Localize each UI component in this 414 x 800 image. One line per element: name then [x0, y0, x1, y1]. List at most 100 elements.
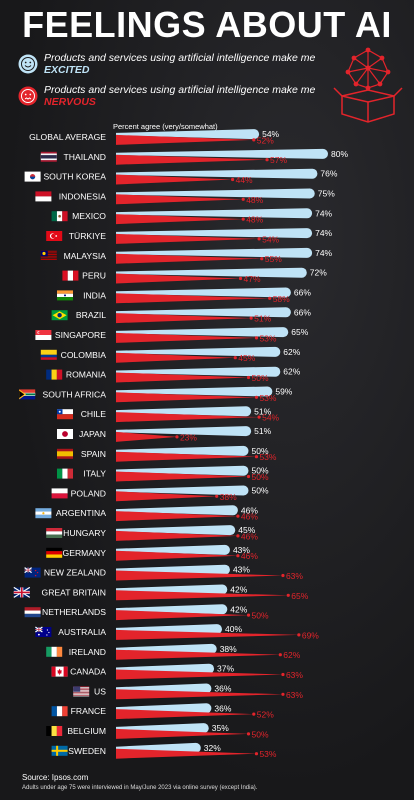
- nervous-marker: [260, 257, 264, 261]
- excited-value-label: 74%: [315, 248, 332, 258]
- excited-value-label: 51%: [254, 406, 271, 416]
- nervous-marker: [278, 653, 282, 657]
- row-label: INDONESIA: [59, 191, 107, 201]
- row-label: MEXICO: [72, 211, 106, 221]
- excited-value-label: 54%: [262, 129, 279, 139]
- excited-value-label: 45%: [238, 525, 255, 535]
- nervous-marker: [252, 712, 256, 716]
- nervous-marker: [268, 296, 272, 300]
- nervous-bar: [116, 332, 257, 343]
- row-label: CHILE: [81, 409, 107, 419]
- malaysia-flag: [40, 250, 57, 260]
- nervous-face-icon: [18, 86, 38, 106]
- brazil-flag: [51, 310, 68, 321]
- nervous-value-label: 50%: [252, 611, 269, 621]
- nervous-marker: [281, 692, 285, 696]
- excited-bar: [116, 247, 313, 258]
- argentina-flag: [35, 508, 52, 519]
- sweden-flag: [51, 745, 68, 756]
- nervous-bar: [116, 431, 177, 442]
- excited-value-label: 42%: [230, 585, 247, 595]
- south-korea-flag: [24, 171, 41, 182]
- row-label: NEW ZEALAND: [44, 568, 106, 578]
- excited-bar: [116, 485, 249, 496]
- row-label: NETHERLANDS: [42, 607, 106, 617]
- excited-bar: [116, 426, 252, 437]
- australia-flag: [35, 626, 52, 637]
- excited-bar: [116, 703, 212, 714]
- romania-flag: [46, 369, 63, 380]
- nervous-value-label: 53%: [259, 393, 276, 403]
- nervous-bar: [116, 649, 281, 660]
- nervous-value-label: 52%: [257, 710, 274, 720]
- nervous-value-label: 45%: [238, 353, 255, 363]
- nervous-bar: [116, 154, 268, 165]
- nervous-value-label: 62%: [283, 650, 300, 660]
- excited-value-label: 37%: [217, 664, 234, 674]
- nervous-bar: [116, 451, 257, 462]
- nervous-bar: [116, 174, 233, 185]
- excited-value-label: 50%: [252, 446, 269, 456]
- row-label: SPAIN: [81, 449, 106, 459]
- nervous-marker: [241, 197, 245, 201]
- nervous-value-label: 53%: [259, 452, 276, 462]
- colombia-flag: [40, 349, 57, 360]
- nervous-marker: [257, 415, 261, 419]
- thailand-flag: [40, 151, 57, 162]
- legend-nervous-em: NERVOUS: [44, 96, 96, 108]
- row-label: US: [94, 686, 106, 696]
- excited-value-label: 80%: [331, 149, 348, 159]
- nervous-marker: [297, 633, 301, 637]
- row-label: ROMANIA: [66, 370, 106, 380]
- row-label: TÜRKIYE: [69, 231, 107, 241]
- row-label: GERMANY: [63, 548, 107, 558]
- nervous-marker: [233, 356, 237, 360]
- nervous-bar: [116, 669, 283, 680]
- nervous-bar: [116, 194, 244, 205]
- row-label: COLOMBIA: [61, 350, 107, 360]
- great-britain-flag: [13, 586, 31, 598]
- nervous-value-label: 47%: [244, 274, 261, 284]
- nervous-marker: [246, 375, 251, 380]
- excited-face-icon: [18, 54, 38, 74]
- nervous-value-label: 52%: [257, 135, 274, 145]
- singapore-flag: [35, 330, 52, 340]
- excited-value-label: 36%: [214, 684, 231, 694]
- nervous-bar: [116, 233, 260, 244]
- nervous-marker: [246, 613, 251, 617]
- excited-value-label: 75%: [318, 189, 335, 199]
- nervous-value-label: 46%: [241, 531, 258, 541]
- excited-value-label: 66%: [294, 307, 311, 317]
- spain-flag: [57, 448, 73, 459]
- nervous-value-label: 57%: [270, 155, 287, 165]
- nervous-value-label: 54%: [262, 413, 279, 423]
- ireland-flag: [46, 646, 63, 657]
- excited-value-label: 72%: [310, 268, 327, 278]
- excited-bar: [116, 445, 249, 456]
- row-label: MALAYSIA: [64, 251, 107, 261]
- row-label: HUNGARY: [63, 528, 106, 538]
- excited-bar: [116, 624, 222, 635]
- nervous-value-label: 48%: [246, 215, 263, 225]
- excited-bar: [116, 465, 249, 476]
- japan-flag: [57, 429, 73, 439]
- excited-bar: [116, 643, 217, 654]
- nervous-marker: [281, 573, 285, 578]
- nervous-bar: [116, 352, 236, 363]
- nervous-marker: [246, 474, 251, 479]
- excited-bar: [116, 406, 252, 417]
- nervous-bar: [116, 134, 254, 145]
- nervous-bar: [116, 491, 217, 502]
- nervous-marker: [286, 593, 290, 597]
- row-label: IRELAND: [69, 647, 106, 657]
- excited-bar: [116, 129, 260, 140]
- mexico-flag: [51, 211, 68, 222]
- excited-bar: [116, 148, 328, 159]
- nervous-value-label: 63%: [286, 690, 303, 700]
- excited-bar: [116, 544, 230, 555]
- excited-bar: [116, 564, 230, 575]
- nervous-bar: [116, 709, 254, 720]
- nervous-bar: [116, 570, 283, 581]
- excited-value-label: 65%: [291, 327, 308, 337]
